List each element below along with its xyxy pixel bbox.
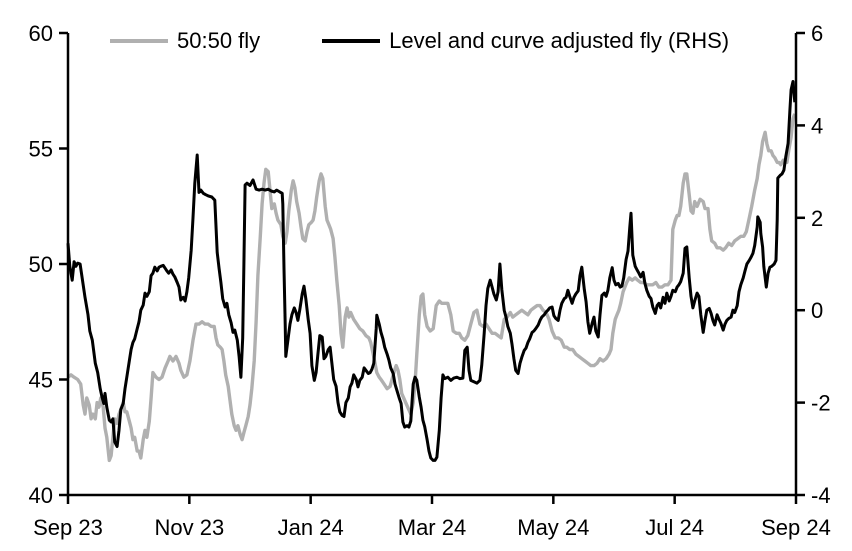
- left-axis-tick-label: 40: [29, 483, 53, 508]
- legend-label-adjusted-fly: Level and curve adjusted fly (RHS): [389, 28, 730, 53]
- chart-legend: 50:50 fly Level and curve adjusted fly (…: [110, 30, 729, 52]
- right-axis-tick-label: 6: [811, 21, 823, 46]
- right-axis-tick-label: 4: [811, 113, 823, 138]
- left-axis-tick-label: 50: [29, 252, 53, 277]
- x-axis-tick-label: Jan 24: [278, 515, 344, 540]
- x-axis-tick-label: May 24: [517, 515, 589, 540]
- x-axis-tick-label: Jul 24: [645, 515, 704, 540]
- right-axis-tick-label: 0: [811, 298, 823, 323]
- left-axis-tick-label: 60: [29, 21, 53, 46]
- black-series-line: [66, 80, 797, 462]
- x-axis-tick-label: Sep 23: [33, 515, 103, 540]
- black-line-swatch: [322, 39, 381, 43]
- right-axis-tick-label: -4: [811, 483, 831, 508]
- left-axis-tick-label: 55: [29, 137, 53, 162]
- right-axis-tick-label: -2: [811, 391, 831, 416]
- legend-label-5050-fly: 50:50 fly: [177, 28, 261, 53]
- x-axis-tick-label: Sep 24: [761, 515, 831, 540]
- legend-item-adjusted-fly: Level and curve adjusted fly (RHS): [322, 30, 729, 52]
- x-axis-tick-label: Mar 24: [398, 515, 466, 540]
- left-axis-tick-label: 45: [29, 368, 53, 393]
- gray-line-swatch: [110, 39, 168, 43]
- right-axis-tick-label: 2: [811, 206, 823, 231]
- x-axis-tick-label: Nov 23: [154, 515, 224, 540]
- gray-series-line: [66, 113, 797, 463]
- legend-item-5050-fly: 50:50 fly: [110, 30, 260, 52]
